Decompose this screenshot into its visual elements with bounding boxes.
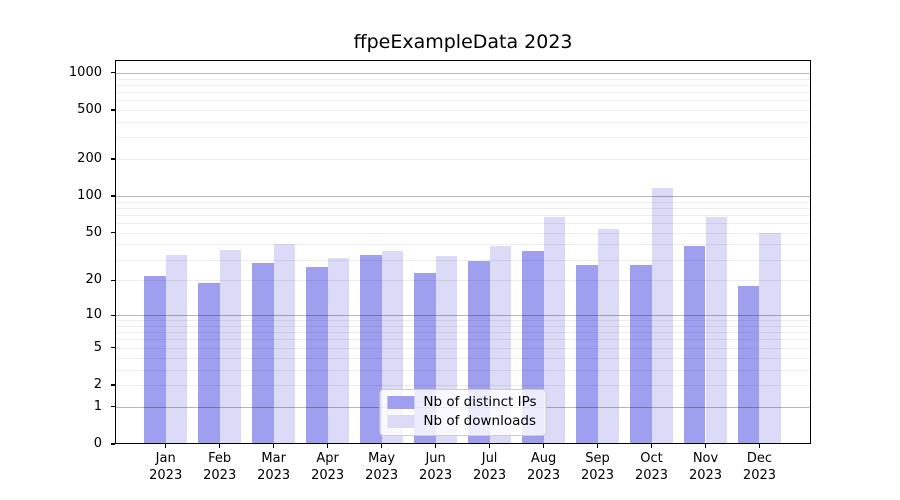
y-tick-mark-1 bbox=[111, 406, 115, 408]
x-tick-label-apr: Apr 2023 bbox=[311, 451, 345, 483]
y-tick-mark-1000 bbox=[111, 72, 115, 74]
y-tick-mark-10 bbox=[111, 314, 115, 316]
legend: Nb of distinct IPs Nb of downloads bbox=[379, 389, 547, 436]
y-tick-mark-2 bbox=[111, 384, 115, 386]
y-tick-label-20: 20 bbox=[85, 272, 102, 288]
bar-downloads-oct bbox=[651, 187, 674, 444]
y-tick-label-10: 10 bbox=[85, 307, 102, 323]
y-tick-label-1: 1 bbox=[93, 398, 102, 414]
bar-ips-mar bbox=[252, 263, 274, 444]
y-tick-mark-5 bbox=[111, 347, 115, 349]
bar-downloads-jan bbox=[165, 254, 188, 444]
x-tick-label-oct: Oct 2023 bbox=[634, 451, 669, 483]
x-tick-mark-apr bbox=[327, 444, 329, 448]
x-tick-label-may: May 2023 bbox=[365, 451, 399, 483]
y-tick-label-500: 500 bbox=[77, 102, 102, 118]
x-tick-mark-mar bbox=[273, 444, 275, 448]
bar-downloads-nov bbox=[705, 216, 728, 444]
bar-ips-jan bbox=[144, 275, 166, 444]
x-tick-label-mar: Mar 2023 bbox=[257, 451, 291, 483]
bars-layer bbox=[115, 60, 811, 444]
x-tick-label-jul: Jul 2023 bbox=[473, 451, 507, 483]
x-tick-label-sep: Sep 2023 bbox=[580, 451, 615, 483]
bar-downloads-sep bbox=[597, 228, 620, 444]
y-tick-label-5: 5 bbox=[93, 339, 102, 355]
bar-ips-oct bbox=[629, 264, 652, 444]
y-tick-mark-0 bbox=[111, 443, 115, 445]
y-tick-mark-20 bbox=[111, 279, 115, 282]
bar-ips-apr bbox=[306, 266, 328, 444]
legend-label-downloads: Nb of downloads bbox=[423, 413, 536, 429]
x-tick-mark-aug bbox=[542, 444, 545, 448]
legend-label-distinct-ips: Nb of distinct IPs bbox=[423, 394, 537, 410]
y-tick-label-100: 100 bbox=[77, 188, 102, 204]
x-tick-mark-oct bbox=[650, 444, 653, 448]
y-tick-label-2: 2 bbox=[93, 376, 102, 392]
bar-downloads-aug bbox=[543, 216, 566, 444]
legend-swatch-distinct-ips bbox=[387, 396, 415, 409]
bar-ips-nov bbox=[683, 245, 706, 444]
chart-title: ffpeExampleData 2023 bbox=[353, 31, 573, 53]
bar-ips-feb bbox=[198, 283, 220, 444]
x-tick-mark-jul bbox=[488, 444, 491, 448]
bar-ips-dec bbox=[737, 285, 760, 444]
bar-ips-may bbox=[360, 254, 382, 444]
y-tick-mark-100 bbox=[111, 195, 115, 197]
y-tick-label-0: 0 bbox=[93, 436, 102, 451]
x-tick-mark-sep bbox=[596, 444, 599, 448]
y-tick-mark-200 bbox=[111, 158, 115, 160]
x-tick-label-jan: Jan 2023 bbox=[149, 451, 183, 483]
bar-ips-sep bbox=[575, 264, 598, 444]
bar-downloads-mar bbox=[273, 244, 296, 444]
y-tick-label-50: 50 bbox=[85, 224, 102, 240]
x-tick-mark-jun bbox=[435, 444, 437, 448]
y-tick-label-1000: 1000 bbox=[68, 64, 102, 80]
y-tick-label-200: 200 bbox=[77, 151, 102, 167]
x-tick-label-aug: Aug 2023 bbox=[527, 451, 561, 483]
x-tick-mark-dec bbox=[758, 444, 761, 448]
x-tick-label-feb: Feb 2023 bbox=[203, 451, 237, 483]
x-tick-mark-nov bbox=[704, 444, 707, 448]
bar-downloads-apr bbox=[327, 257, 350, 444]
x-tick-label-nov: Nov 2023 bbox=[688, 451, 723, 483]
legend-swatch-downloads bbox=[387, 415, 415, 428]
legend-item-distinct-ips: Nb of distinct IPs bbox=[387, 394, 537, 411]
y-tick-mark-50 bbox=[111, 232, 115, 234]
x-tick-label-dec: Dec 2023 bbox=[742, 451, 777, 483]
legend-item-downloads: Nb of downloads bbox=[387, 413, 536, 430]
bar-downloads-dec bbox=[759, 232, 782, 444]
x-tick-mark-may bbox=[381, 444, 383, 448]
x-tick-label-jun: Jun 2023 bbox=[419, 451, 453, 483]
y-tick-mark-500 bbox=[111, 109, 115, 111]
x-tick-mark-feb bbox=[219, 444, 221, 448]
bar-downloads-feb bbox=[219, 250, 242, 444]
x-tick-mark-jan bbox=[165, 444, 167, 448]
plot-area: Nb of distinct IPs Nb of downloads bbox=[115, 60, 811, 444]
